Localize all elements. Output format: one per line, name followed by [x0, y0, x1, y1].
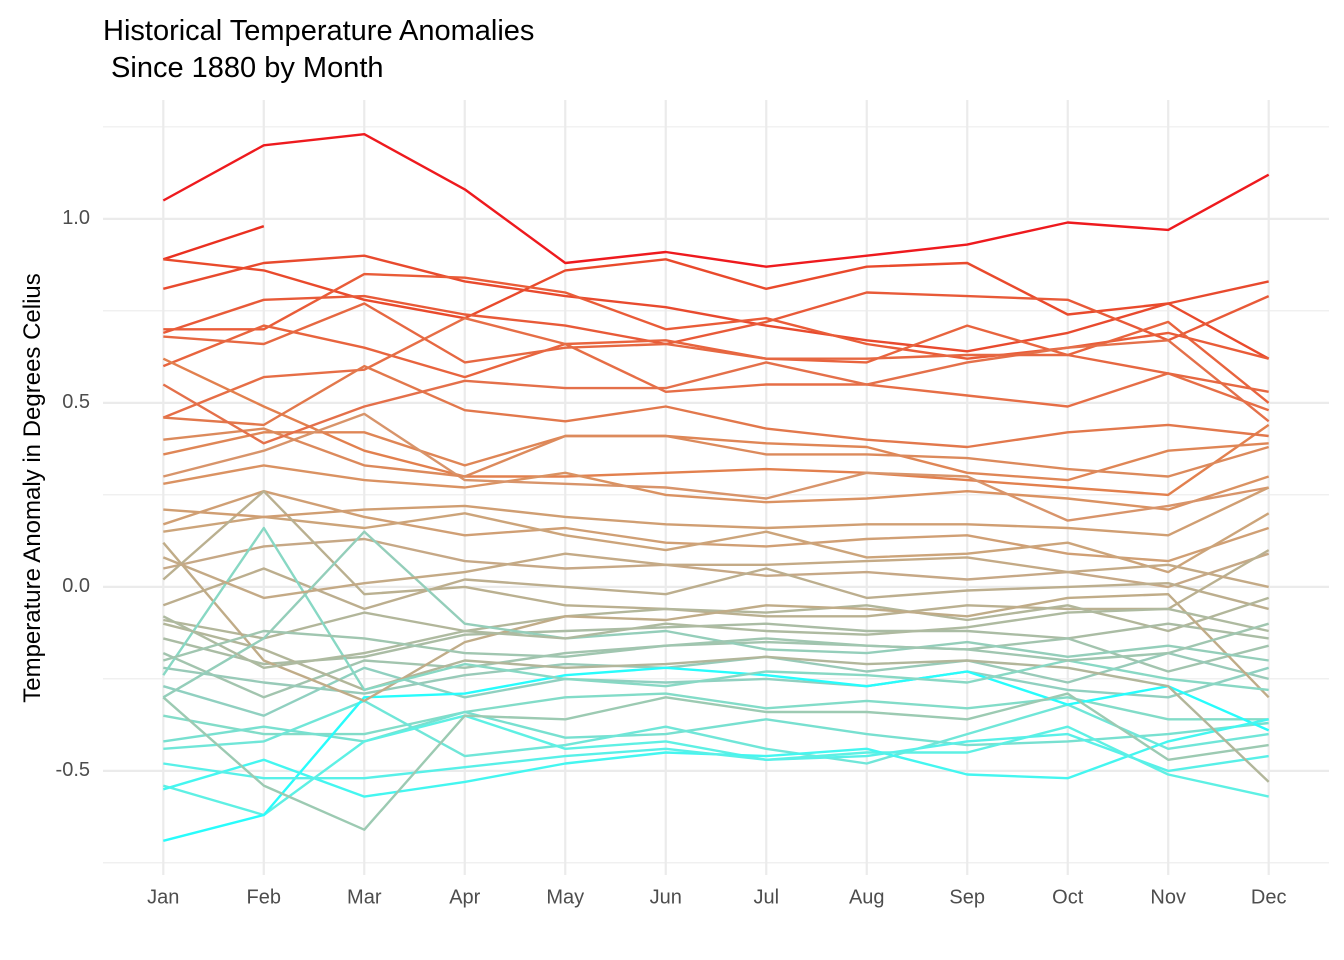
- series-line: [162, 490, 1270, 563]
- series-line: [162, 320, 1270, 404]
- series-line: [163, 431, 1269, 482]
- series-line: [162, 637, 1269, 699]
- series-line: [162, 526, 1269, 692]
- x-tick-label: Sep: [949, 886, 985, 908]
- x-tick-label: Jun: [650, 886, 682, 908]
- series-line: [162, 225, 265, 261]
- series-line: [162, 552, 1269, 600]
- series-line: [163, 364, 1269, 449]
- series-line: [163, 302, 1269, 393]
- y-tick-label: 0.0: [62, 575, 90, 597]
- series-line: [162, 133, 1270, 268]
- series-line: [162, 607, 1269, 669]
- x-tick-label: Dec: [1251, 886, 1287, 908]
- x-tick-label: Jan: [147, 886, 179, 908]
- y-tick-label: 1.0: [62, 207, 90, 229]
- series-line: [163, 464, 1270, 511]
- series-line: [163, 412, 1269, 522]
- series-line: [162, 291, 1270, 346]
- x-tick-label: Nov: [1150, 886, 1186, 908]
- y-tick-label: 0.5: [62, 391, 90, 413]
- series-line: [162, 718, 1269, 798]
- series-line: [163, 254, 1269, 353]
- series-line: [162, 541, 1270, 703]
- series-line: [162, 357, 1270, 497]
- series-line: [162, 622, 1270, 662]
- chart-title: Historical Temperature Anomalies: [103, 15, 534, 47]
- x-tick-label: Aug: [849, 886, 885, 908]
- series-line: [163, 512, 1270, 574]
- x-tick-label: Apr: [449, 886, 480, 908]
- series-line: [163, 258, 1270, 360]
- y-tick-label: -0.5: [56, 759, 90, 781]
- x-tick-label: Feb: [247, 886, 281, 908]
- x-tick-label: Mar: [347, 886, 382, 908]
- series-line: [163, 427, 1270, 478]
- series-line: [162, 666, 1270, 717]
- series-line: [163, 651, 1269, 695]
- series-line: [163, 699, 1269, 765]
- series-line: [163, 486, 1270, 537]
- series-line: [163, 622, 1269, 666]
- series-line: [163, 666, 1270, 842]
- series-line: [162, 530, 1269, 699]
- series-line: [162, 692, 1269, 831]
- x-tick-label: May: [546, 886, 584, 908]
- series-line: [162, 714, 1269, 817]
- series-line: [163, 537, 1270, 589]
- x-tick-label: Oct: [1052, 886, 1084, 908]
- series-line: [163, 272, 1269, 360]
- series-line: [162, 317, 1270, 419]
- y-axis-label: Temperature Anomaly in Degrees Celius: [19, 273, 46, 703]
- series-line: [163, 732, 1269, 780]
- series-line: [163, 596, 1270, 640]
- series-line: [163, 622, 1270, 783]
- series-line: [162, 567, 1269, 611]
- x-tick-label: Jul: [753, 886, 779, 908]
- series-line: [162, 339, 1270, 445]
- chart-subtitle: Since 1880 by Month: [103, 52, 384, 84]
